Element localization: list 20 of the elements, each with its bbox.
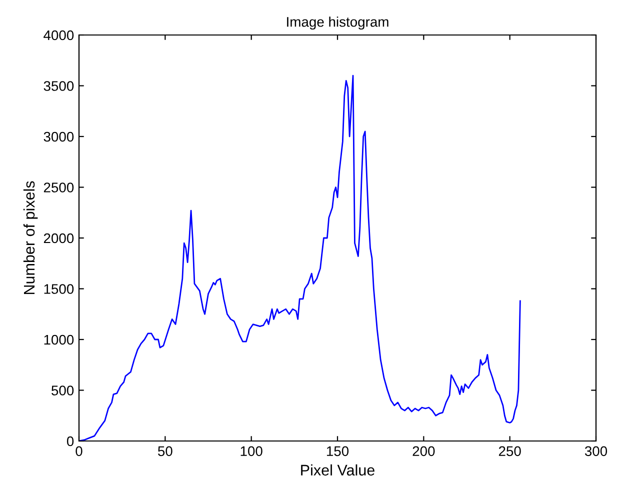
y-tick-label: 1000 [44, 334, 74, 345]
y-tick-label: 3000 [44, 132, 74, 142]
x-tick-label: 150 [326, 446, 349, 456]
y-tick-label: 3500 [44, 81, 74, 91]
x-tick-label: 250 [498, 446, 521, 456]
x-tick-label: 100 [240, 446, 262, 456]
x-tick-label: 200 [412, 446, 435, 456]
y-tick-label: 2500 [44, 182, 74, 192]
line-series [79, 74, 521, 441]
chart-title: Image histogram [287, 16, 388, 30]
x-tick-label: 0 [76, 446, 82, 456]
x-tick-label: 50 [158, 446, 172, 456]
x-axis-title: Pixel Value [301, 464, 374, 476]
y-tick-label: 4000 [44, 30, 74, 40]
y-tick-label: 1500 [44, 284, 74, 294]
y-tick-label: 0 [66, 436, 74, 446]
y-tick-label: 500 [52, 386, 74, 396]
y-tick-label: 2000 [44, 233, 74, 244]
y-axis-title: Number of pixels [23, 181, 38, 294]
x-tick-label: 300 [584, 446, 608, 456]
